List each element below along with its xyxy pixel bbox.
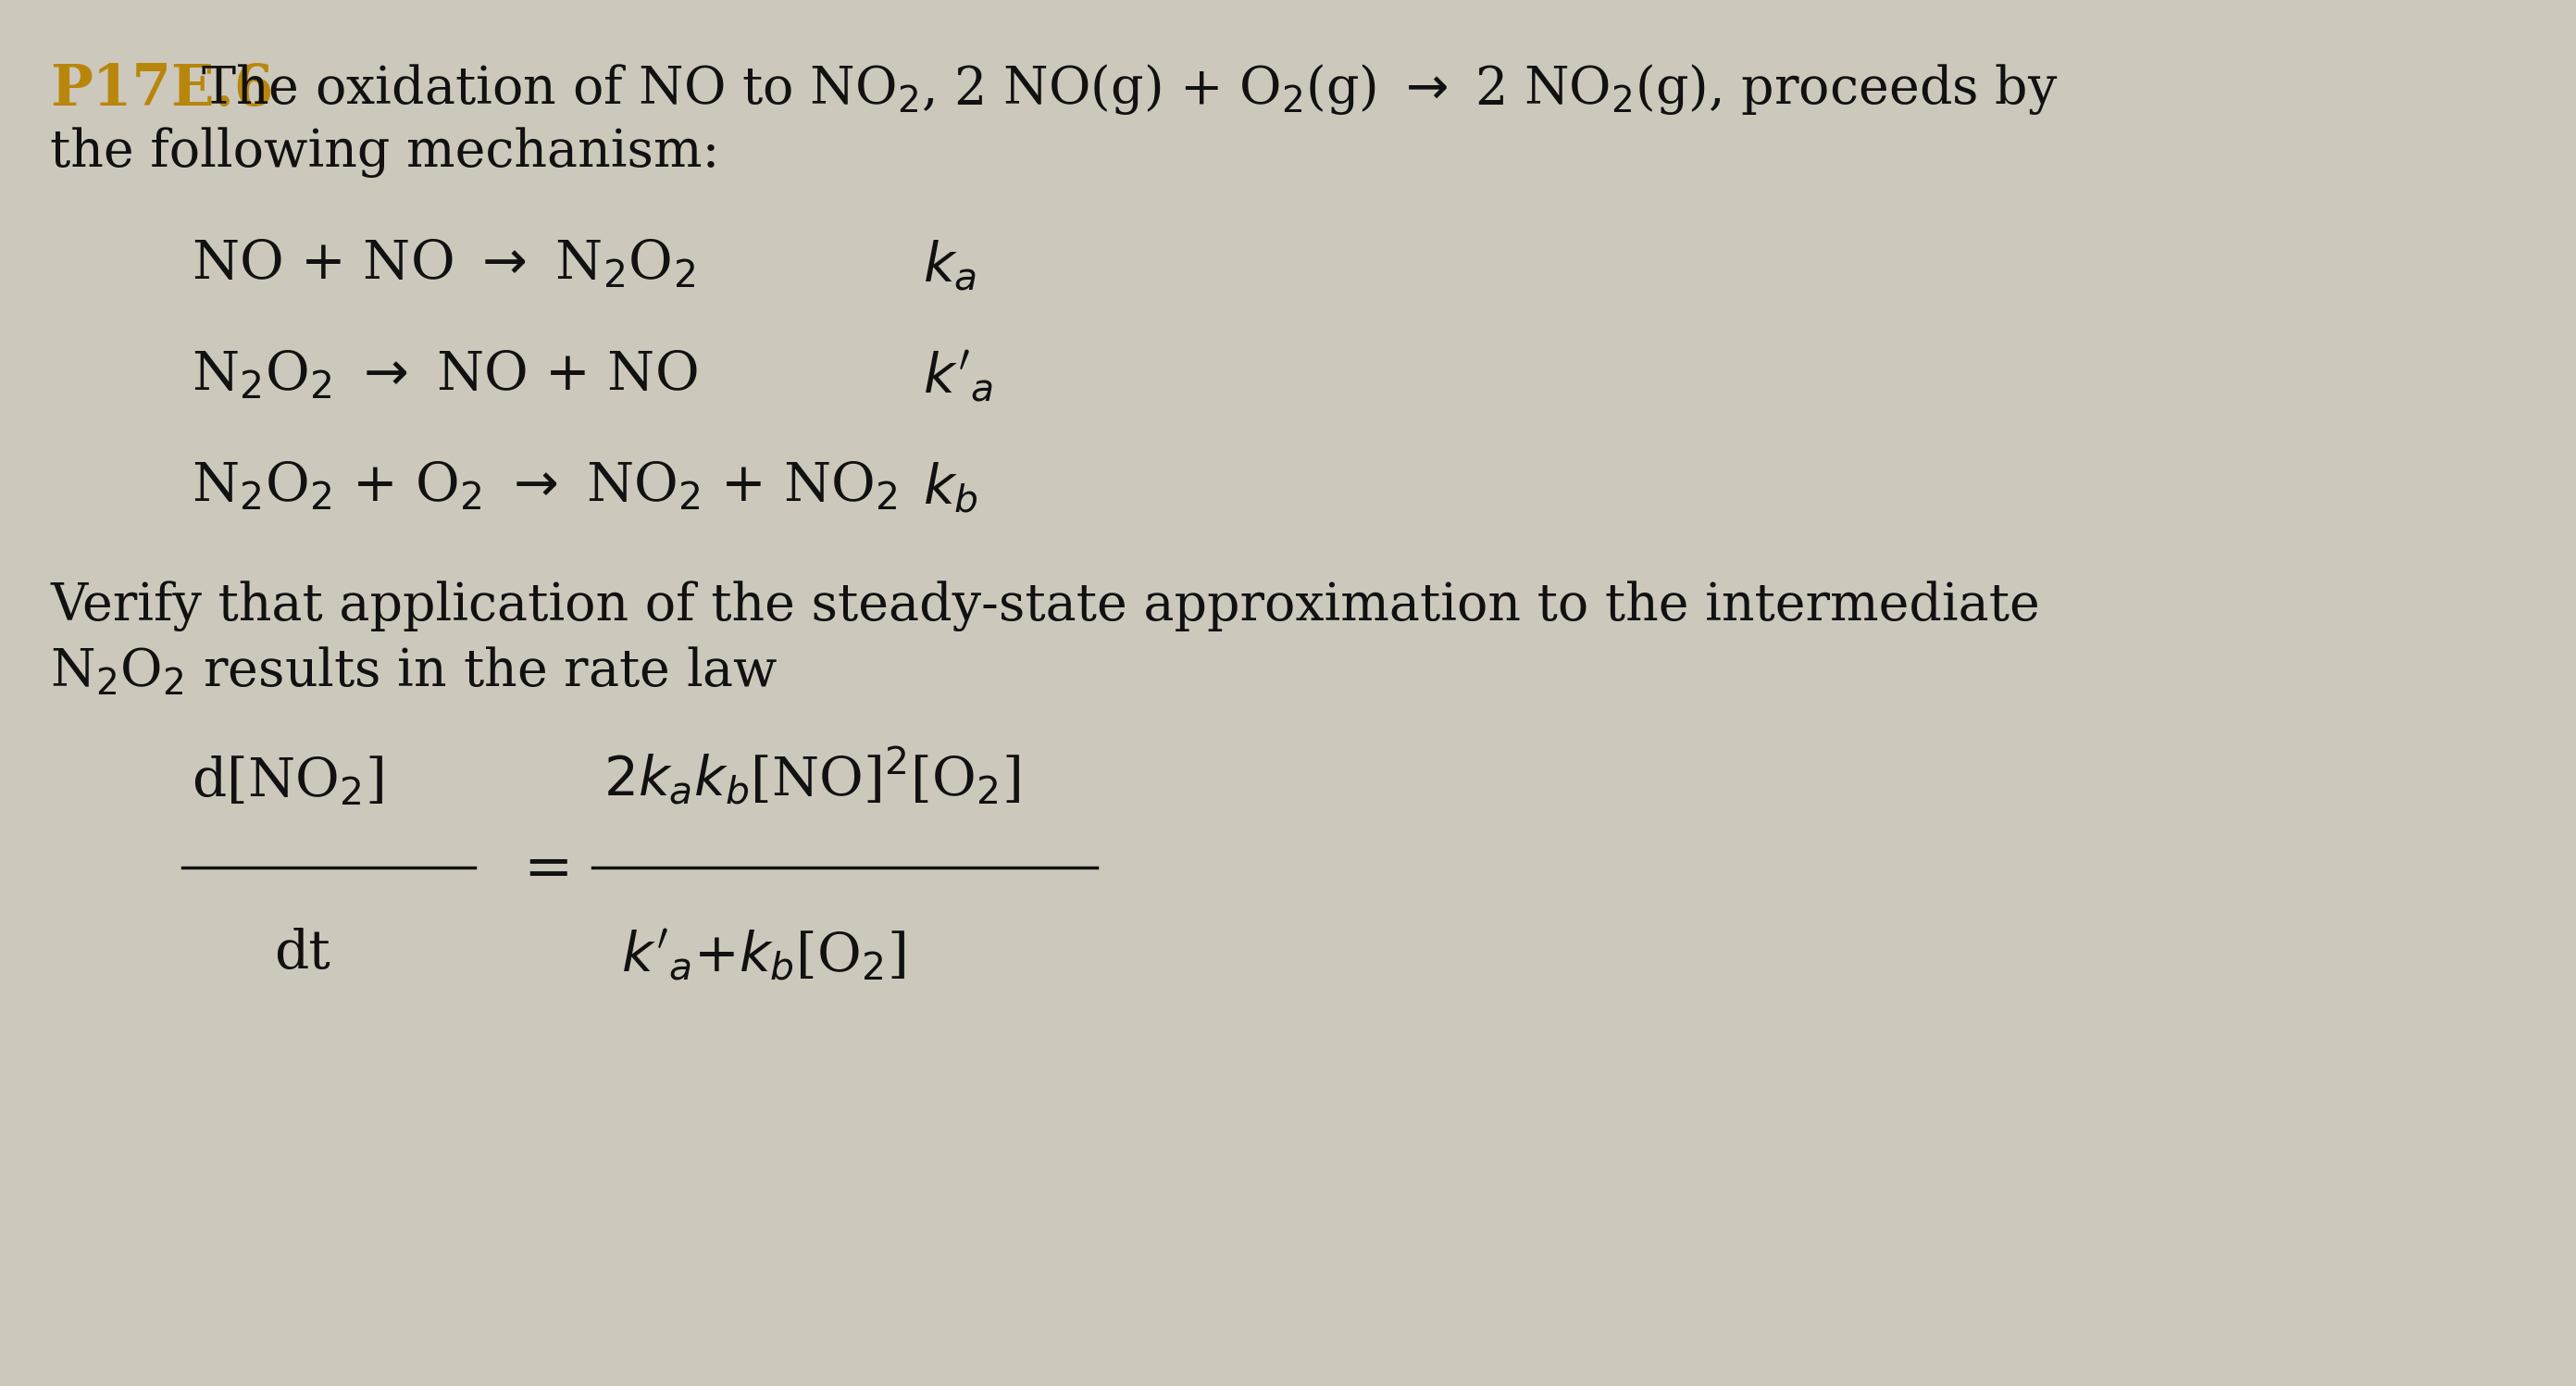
Text: d[NO$_2$]: d[NO$_2$]	[191, 754, 384, 807]
Text: N$_2$O$_2$ results in the rate law: N$_2$O$_2$ results in the rate law	[52, 646, 778, 697]
Text: The oxidation of NO to NO$_2$, 2 NO(g) + O$_2$(g) $\rightarrow$ 2 NO$_2$(g), pro: The oxidation of NO to NO$_2$, 2 NO(g) +…	[201, 62, 2058, 116]
Text: N$_2$O$_2$ $\rightarrow$ NO + NO: N$_2$O$_2$ $\rightarrow$ NO + NO	[191, 349, 698, 402]
Text: the following mechanism:: the following mechanism:	[52, 128, 719, 177]
Text: P17E.6: P17E.6	[52, 62, 273, 118]
Text: $k'_a$+$k_b$[O$_2$]: $k'_a$+$k_b$[O$_2$]	[621, 927, 907, 983]
Text: Verify that application of the steady-state approximation to the intermediate: Verify that application of the steady-st…	[52, 581, 2040, 631]
Text: $k_a$: $k_a$	[922, 238, 976, 292]
Text: $k'_a$: $k'_a$	[922, 349, 994, 405]
Text: N$_2$O$_2$ + O$_2$ $\rightarrow$ NO$_2$ + NO$_2$: N$_2$O$_2$ + O$_2$ $\rightarrow$ NO$_2$ …	[191, 460, 896, 513]
Text: NO + NO $\rightarrow$ N$_2$O$_2$: NO + NO $\rightarrow$ N$_2$O$_2$	[191, 238, 696, 290]
Text: dt: dt	[273, 927, 330, 980]
Text: $=$: $=$	[513, 840, 569, 895]
Text: $k_b$: $k_b$	[922, 460, 979, 514]
Text: $2k_ak_b$[NO]$^2$[O$_2$]: $2k_ak_b$[NO]$^2$[O$_2$]	[603, 746, 1020, 807]
